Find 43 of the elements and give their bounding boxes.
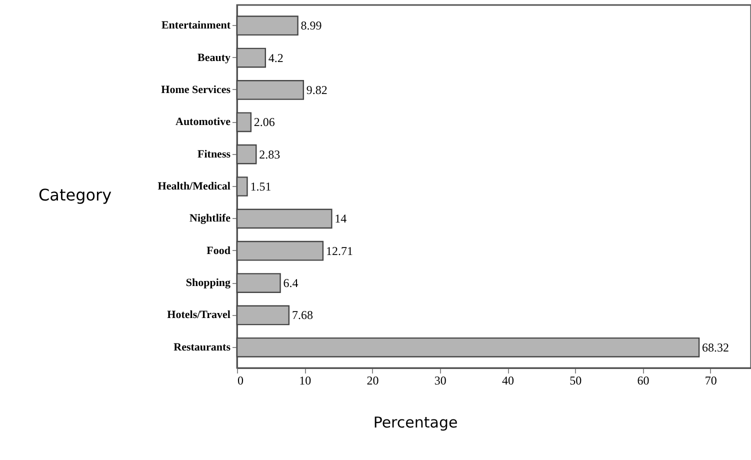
- y-tick-label: Hotels/Travel: [167, 309, 230, 322]
- data-label: 7.68: [292, 308, 313, 322]
- y-tick-label: Automotive: [176, 116, 231, 128]
- x-tick-label: 70: [704, 374, 717, 388]
- x-axis-title: Percentage: [373, 414, 458, 432]
- bar: [236, 48, 266, 68]
- bar: [236, 176, 248, 196]
- x-tick-label: 60: [637, 374, 650, 388]
- y-tick-label: Health/Medical: [158, 180, 230, 192]
- bar: [236, 305, 290, 326]
- bar: [236, 80, 304, 100]
- data-label: 6.4: [283, 276, 298, 290]
- y-tick-label: Nightlife: [190, 212, 231, 225]
- y-tick-label: Shopping: [186, 277, 231, 290]
- data-label: 68.32: [702, 340, 730, 354]
- y-tick-label: Food: [206, 244, 230, 257]
- x-tick-label: 0: [238, 374, 244, 388]
- x-tick-label: 40: [502, 374, 514, 388]
- data-label: 1.51: [250, 180, 272, 194]
- bar: [236, 112, 252, 132]
- y-tick-label: Fitness: [198, 148, 232, 160]
- bar: [236, 273, 281, 293]
- bar: [236, 240, 324, 261]
- y-axis-title: Category: [38, 186, 112, 204]
- data-label: 2.83: [259, 147, 280, 162]
- bar: [236, 144, 257, 164]
- y-tick-label: Home Services: [161, 84, 232, 96]
- data-label: 4.2: [268, 50, 284, 65]
- y-tick-label: Entertainment: [161, 20, 231, 32]
- x-tick-label: 20: [366, 374, 379, 388]
- x-tick-label: 30: [434, 374, 446, 388]
- y-tick-label: Beauty: [198, 52, 231, 64]
- bar: [236, 16, 298, 36]
- data-label: 14: [334, 212, 347, 226]
- data-label: 2.06: [254, 115, 275, 130]
- bar: [236, 208, 332, 229]
- x-tick-label: 10: [299, 374, 312, 388]
- data-label: 12.71: [326, 244, 353, 258]
- data-label: 9.82: [306, 82, 328, 97]
- y-tick-label: Restaurants: [174, 341, 232, 354]
- x-tick-label: 50: [570, 374, 582, 388]
- bar: [236, 337, 700, 358]
- data-label: 8.99: [300, 18, 322, 33]
